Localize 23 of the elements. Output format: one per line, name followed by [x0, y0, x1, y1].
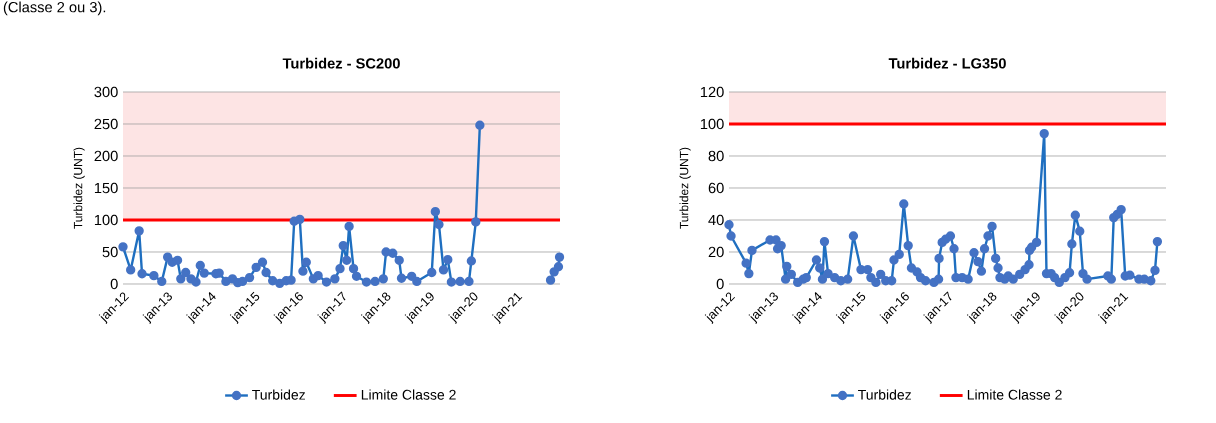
- text: (Classe 2 ou 3).: [3, 1, 106, 16]
- y-tick-label: 80: [708, 150, 724, 162]
- y-tick-label: 120: [700, 86, 724, 98]
- y-tick-label: 150: [94, 182, 118, 194]
- y-tick-label: 50: [102, 246, 118, 258]
- y-tick-label: 100: [94, 214, 118, 226]
- y-tick-label: 60: [708, 182, 724, 194]
- y-tick-label: 250: [94, 118, 118, 130]
- legend-label: Turbidez: [858, 389, 911, 400]
- y-tick-label: 100: [700, 118, 724, 130]
- y-tick-label: 0: [716, 278, 724, 290]
- y-tick-label: 0: [110, 278, 118, 290]
- chart-title: Turbidez - SC200: [282, 57, 400, 69]
- legend-label: Limite Classe 2: [361, 389, 456, 400]
- y-axis-title: Turbidez (UNT): [679, 147, 691, 229]
- y-tick-label: 300: [94, 86, 118, 98]
- chart-title: Turbidez - LG350: [888, 57, 1006, 69]
- y-tick-label: 40: [708, 214, 724, 226]
- legend-label: Limite Classe 2: [967, 389, 1062, 400]
- y-axis-title: Turbidez (UNT): [73, 147, 85, 229]
- y-tick-label: 200: [94, 150, 118, 162]
- legend-label: Turbidez: [252, 389, 305, 400]
- y-tick-label: 20: [708, 246, 724, 258]
